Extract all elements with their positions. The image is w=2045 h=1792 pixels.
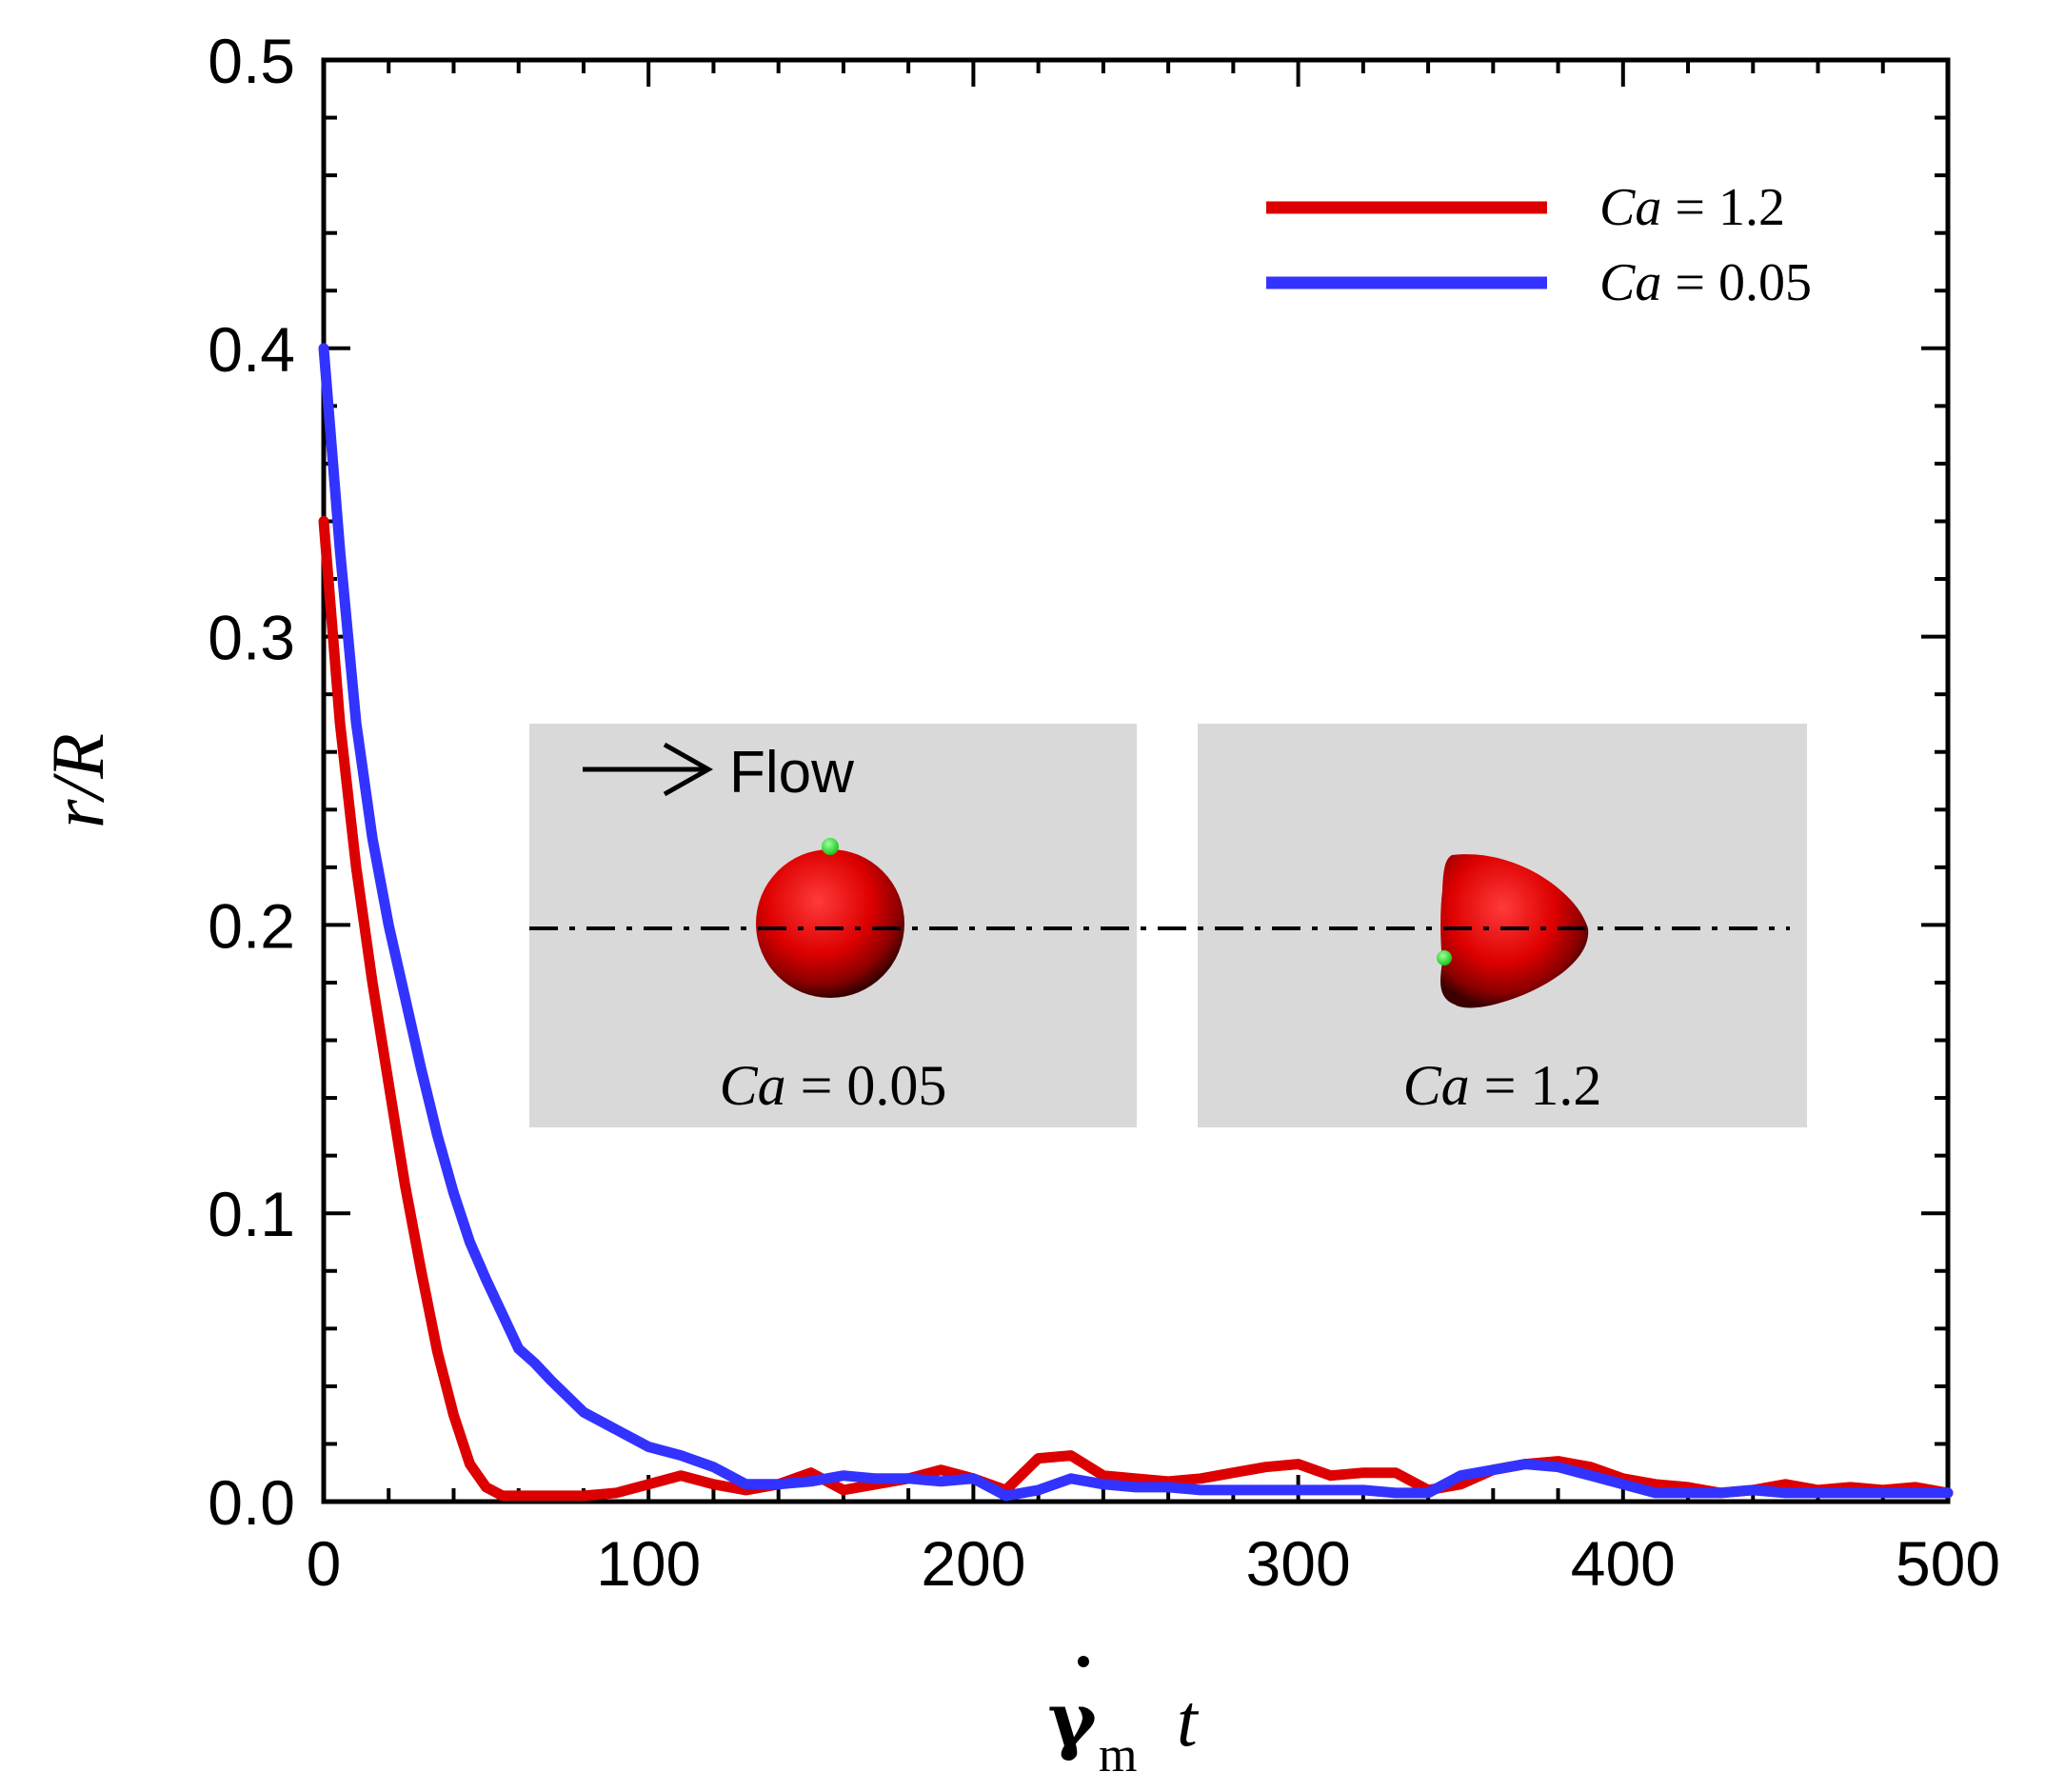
y-tick-label: 0.1 xyxy=(208,1179,295,1249)
arrow-head-icon xyxy=(663,742,714,797)
y-tick-label: 0.4 xyxy=(208,314,295,385)
droplet-deformed xyxy=(1440,854,1589,1008)
series-ca-1-2 xyxy=(318,516,1954,1502)
x-tick-label: 100 xyxy=(596,1528,701,1599)
x-tick-label: 200 xyxy=(921,1528,1025,1599)
y-tick-label: 0.0 xyxy=(208,1467,295,1538)
x-axis-title: γ m t xyxy=(1048,1656,1200,1782)
gamma-dot xyxy=(1078,1656,1089,1667)
y-tick-labels: 0.0 0.1 0.2 0.3 0.4 0.5 xyxy=(208,26,295,1538)
x-tick-labels: 0 100 200 300 400 500 xyxy=(307,1528,2000,1599)
x-tick-label: 0 xyxy=(307,1528,342,1599)
y-tick-label: 0.5 xyxy=(208,26,295,96)
particle-marker-left xyxy=(822,838,839,855)
svg-text:γ: γ xyxy=(1048,1677,1098,1763)
x-tick-label: 400 xyxy=(1571,1528,1676,1599)
plot-frame xyxy=(321,57,1951,1504)
legend-label-ca-1-2: Ca = 1.2 xyxy=(1599,178,1785,237)
inset-panel-right: Ca = 1.2 xyxy=(1198,724,1807,1127)
flow-label: Flow xyxy=(729,740,854,806)
inset-label-left: Ca = 0.05 xyxy=(720,1054,947,1117)
y-axis-title: r/R xyxy=(36,733,119,828)
particle-marker-right xyxy=(1437,950,1452,966)
x-tick-label: 500 xyxy=(1896,1528,2000,1599)
svg-text:t: t xyxy=(1177,1679,1200,1762)
inset-label-right: Ca = 1.2 xyxy=(1403,1054,1602,1117)
inset-panel-left: Flow Ca = 0.05 xyxy=(529,724,1137,1127)
svg-text:m: m xyxy=(1099,1728,1137,1782)
droplet-spherical xyxy=(756,849,904,998)
y-tick-label: 0.3 xyxy=(208,603,295,673)
legend: Ca = 1.2 Ca = 0.05 xyxy=(1266,178,1812,312)
y-tick-label: 0.2 xyxy=(208,890,295,961)
legend-label-ca-0-05: Ca = 0.05 xyxy=(1599,253,1812,312)
series-ca-0-05 xyxy=(318,343,1954,1502)
x-tick-label: 300 xyxy=(1246,1528,1351,1599)
